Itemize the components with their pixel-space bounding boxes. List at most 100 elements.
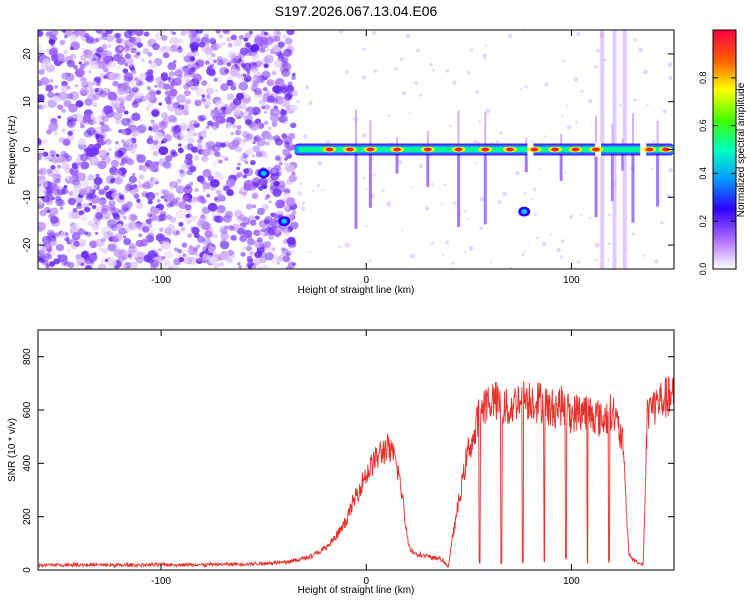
noise-blob <box>58 91 68 101</box>
noise-blob <box>220 154 225 159</box>
noise-blob <box>207 202 218 212</box>
noise-blob <box>132 184 138 189</box>
noise-speck <box>444 240 449 245</box>
vertical-streak <box>483 149 487 225</box>
signal-peak <box>592 147 601 152</box>
noise-blob <box>145 106 151 111</box>
noise-blob <box>183 254 190 260</box>
noise-blob <box>239 139 247 146</box>
noise-blob <box>78 137 87 146</box>
noise-blob <box>94 231 99 235</box>
noise-blob <box>110 159 120 168</box>
noise-blob <box>291 72 296 77</box>
noise-blob <box>176 94 187 104</box>
noise-blob <box>225 106 235 116</box>
noise-blob <box>183 84 190 90</box>
noise-blob <box>238 81 249 91</box>
noise-blob <box>249 219 257 226</box>
noise-speck <box>646 103 649 106</box>
noise-blob <box>99 121 105 126</box>
spectrogram-xlabel: Height of straight line (km) <box>298 285 415 296</box>
noise-blob <box>86 127 96 136</box>
noise-blob <box>134 77 139 81</box>
noise-blob <box>286 30 295 36</box>
noise-blob <box>117 147 127 156</box>
noise-blob <box>91 204 97 210</box>
noise-blob <box>42 151 49 157</box>
noise-speck <box>338 245 341 248</box>
noise-blob <box>286 246 296 255</box>
noise-blob <box>267 178 271 182</box>
noise-blob <box>190 215 198 222</box>
noise-blob <box>84 206 91 213</box>
noise-blob <box>91 157 97 162</box>
colorbar-ticks: 0.0 0.2 0.4 0.6 0.8 <box>698 72 736 275</box>
noise-blob <box>266 95 276 104</box>
noise-blob <box>80 79 88 86</box>
noise-blob <box>193 132 198 137</box>
noise-blob <box>285 92 293 99</box>
noise-speck <box>411 186 414 189</box>
noise-blob <box>67 211 76 219</box>
noise-blob <box>152 176 159 183</box>
noise-blob <box>180 30 187 36</box>
noise-blob <box>271 121 278 127</box>
noise-speck <box>414 80 419 85</box>
noise-blob <box>216 205 226 214</box>
noise-blob <box>121 117 130 126</box>
noise-speck <box>473 139 478 144</box>
noise-speck <box>464 250 467 254</box>
noise-blob <box>209 256 218 264</box>
noise-blob <box>264 153 269 159</box>
noise-blob <box>38 69 45 75</box>
noise-blob <box>259 123 265 128</box>
noise-blob <box>204 184 211 190</box>
noise-blob <box>282 149 291 157</box>
noise-blob <box>76 30 87 37</box>
noise-blob <box>251 192 259 199</box>
noise-blob <box>120 129 127 135</box>
noise-blob <box>83 50 89 55</box>
noise-blob <box>115 118 122 125</box>
noise-blob <box>229 225 235 231</box>
noise-blob <box>158 214 167 222</box>
noise-blob <box>273 180 280 187</box>
noise-blob <box>147 212 153 218</box>
noise-blob <box>169 88 178 97</box>
noise-blob <box>254 39 259 44</box>
noise-blob <box>47 91 55 98</box>
noise-blob <box>45 31 53 38</box>
noise-blob <box>71 237 78 243</box>
noise-blob <box>117 167 127 176</box>
noise-blob <box>263 63 269 69</box>
noise-blob <box>175 169 180 174</box>
noise-speck <box>317 160 323 166</box>
noise-blob <box>38 169 44 175</box>
noise-blob <box>167 233 172 237</box>
noise-blob <box>100 62 105 66</box>
noise-blob <box>226 79 234 87</box>
noise-blob <box>131 112 141 122</box>
noise-blob <box>242 174 247 179</box>
noise-blob <box>281 133 288 139</box>
noise-blob <box>152 139 159 145</box>
noise-speck <box>638 47 644 53</box>
noise-blob <box>38 43 43 52</box>
noise-blob <box>172 198 178 204</box>
noise-blob <box>38 179 48 189</box>
noise-blob <box>170 181 177 187</box>
noise-blob <box>104 109 115 118</box>
noise-blob <box>101 36 107 42</box>
noise-blob <box>45 84 54 92</box>
noise-blob <box>154 181 159 185</box>
noise-blob <box>63 49 69 55</box>
noise-blob <box>230 235 238 241</box>
noise-blob <box>196 144 203 150</box>
noise-blob <box>249 64 259 73</box>
noise-speck <box>386 201 392 207</box>
noise-blob <box>61 72 69 80</box>
noise-blob <box>165 214 172 220</box>
noise-blob <box>70 93 79 100</box>
noise-speck <box>495 139 499 144</box>
noise-blob <box>92 80 97 86</box>
